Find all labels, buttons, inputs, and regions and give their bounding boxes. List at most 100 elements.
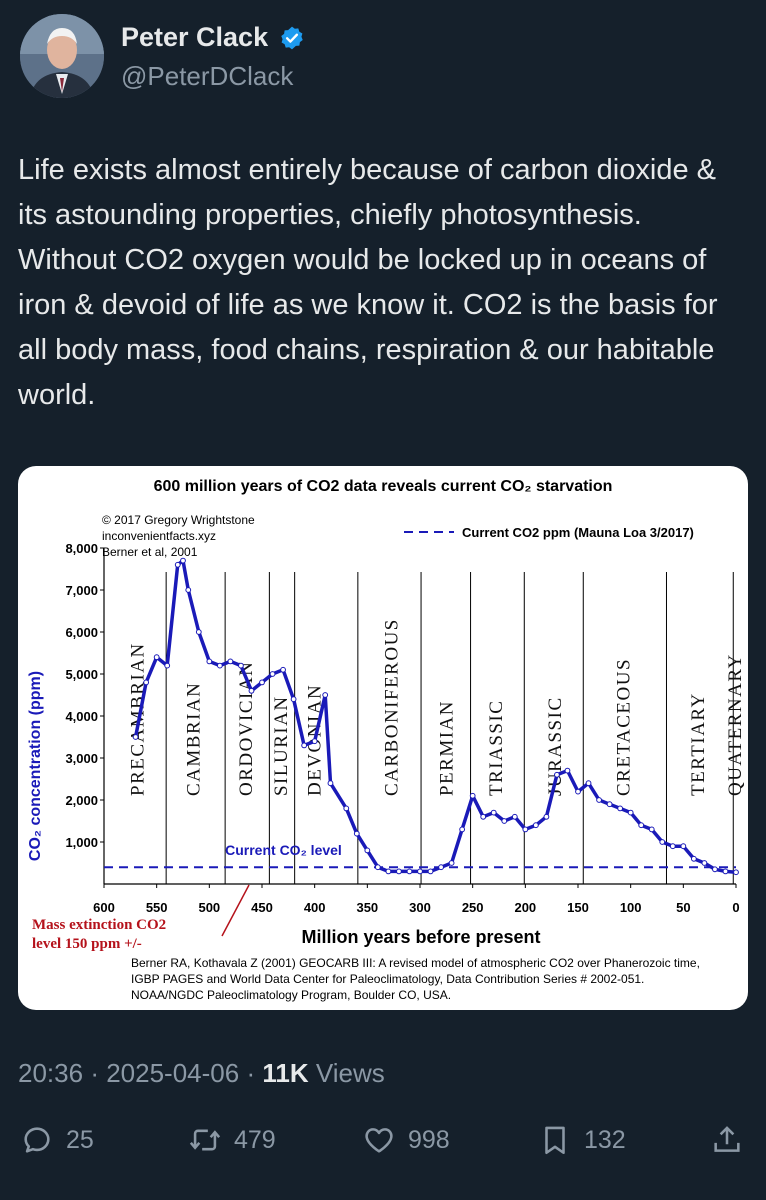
tweet-time: 20:36 [18, 1058, 84, 1088]
data-point [195, 629, 202, 635]
x-axis-label: Million years before present [301, 927, 540, 947]
x-tick-label: 200 [514, 900, 536, 915]
data-point [385, 868, 392, 875]
data-point [327, 780, 334, 787]
share-button[interactable] [710, 1118, 756, 1162]
period-label: TERTIARY [688, 692, 709, 796]
data-point [396, 868, 402, 875]
x-tick-label: 0 [732, 900, 739, 915]
data-point [448, 860, 455, 866]
data-point [501, 818, 508, 824]
period-label: JURASSIC [545, 696, 566, 796]
data-point [301, 742, 308, 749]
data-point [216, 662, 223, 669]
separator-dot: · [90, 1058, 99, 1088]
data-point [417, 868, 423, 875]
data-point [554, 771, 560, 778]
data-point [238, 662, 244, 669]
data-point [364, 847, 371, 854]
annotation-line-1: Mass extinction CO2 [32, 917, 166, 933]
y-tick-label: 4,000 [65, 709, 98, 724]
data-point [585, 780, 592, 787]
y-axis-label: CO₂ concentration (ppm) [27, 671, 44, 861]
data-point [374, 864, 381, 871]
data-point [438, 864, 444, 871]
data-point [132, 734, 139, 740]
like-button[interactable]: 998 [362, 1118, 450, 1162]
x-tick-label: 400 [304, 900, 326, 915]
separator-dot: · [246, 1058, 256, 1088]
repost-count: 479 [234, 1125, 276, 1154]
data-point [227, 658, 234, 665]
y-tick-label: 6,000 [65, 625, 98, 640]
annotation-arrow [221, 884, 250, 937]
data-point [153, 654, 160, 661]
legend-label: Current CO2 ppm (Mauna Loa 3/2017) [462, 525, 694, 540]
views-label: Views [315, 1058, 385, 1088]
period-label: CARBONIFEROUS [382, 618, 403, 796]
tweet-date: 2025-04-06 [106, 1058, 240, 1088]
avatar[interactable] [20, 14, 104, 98]
bookmark-button[interactable]: 132 [538, 1118, 626, 1162]
co2-chart: 600 million years of CO2 data reveals cu… [27, 478, 746, 1002]
data-point [290, 696, 297, 703]
x-tick-label: 300 [409, 900, 431, 915]
x-tick-label: 250 [462, 900, 484, 915]
x-tick-label: 50 [676, 900, 690, 915]
data-point [690, 855, 697, 862]
views-count: 11K [262, 1058, 309, 1088]
bookmark-icon [545, 1126, 565, 1155]
data-point [206, 658, 213, 665]
reference-line-1: Berner RA, Kothavala Z (2001) GEOCARB II… [131, 956, 700, 970]
data-point [638, 822, 645, 829]
data-point [659, 839, 666, 845]
period-label: CRETACEOUS [613, 658, 634, 796]
bookmark-count: 132 [584, 1125, 626, 1154]
like-count: 998 [408, 1125, 450, 1154]
x-tick-label: 100 [620, 900, 642, 915]
period-label: ORDOVICIAN [236, 661, 257, 796]
period-label: PERMIAN [436, 700, 457, 796]
period-label: TRIASSIC [486, 700, 507, 796]
data-point [543, 813, 550, 820]
data-point [174, 561, 181, 568]
handle[interactable]: @PeterDClack [121, 61, 294, 91]
avatar-image [20, 14, 104, 98]
tweet-media[interactable]: 600 million years of CO2 data reveals cu… [18, 466, 748, 1010]
repost-button[interactable]: 479 [188, 1118, 276, 1162]
tweet-header: Peter Clack @PeterDClack [20, 14, 746, 100]
data-point [353, 830, 360, 837]
data-point [427, 868, 434, 875]
reference-line-2: IGBP PAGES and World Data Center for Pal… [131, 972, 644, 986]
data-point [185, 587, 192, 593]
data-point [248, 687, 255, 694]
data-point [180, 557, 186, 564]
data-point [522, 826, 529, 833]
tweet-timestamp[interactable]: 20:36 · 2025-04-06 · 11K Views [18, 1058, 385, 1089]
repost-icon [189, 1129, 221, 1151]
data-point [722, 868, 729, 875]
chart-credit-2: inconvenientfacts.xyz [102, 529, 216, 543]
chart-credit-1: © 2017 Gregory Wrightstone [102, 513, 255, 527]
data-point [269, 671, 276, 677]
data-point [469, 792, 476, 799]
data-point [564, 767, 571, 774]
period-label: SILURIAN [271, 695, 292, 796]
data-point [280, 666, 286, 673]
data-point [259, 679, 265, 686]
data-point [311, 738, 318, 745]
data-point [459, 826, 466, 833]
data-point [712, 866, 718, 873]
reply-button[interactable]: 25 [20, 1118, 94, 1162]
x-tick-label: 350 [356, 900, 378, 915]
reply-count: 25 [66, 1125, 94, 1154]
reply-icon [24, 1127, 50, 1153]
data-point [532, 822, 539, 829]
y-tick-label: 7,000 [65, 583, 98, 598]
display-name[interactable]: Peter Clack [121, 22, 269, 52]
tweet-text: Life exists almost entirely because of c… [18, 154, 718, 411]
data-point [511, 813, 518, 820]
x-tick-label: 150 [567, 900, 589, 915]
data-point [164, 662, 171, 669]
plot-area: 1,000 2,000 3,000 4,000 5,000 6,000 7,000 8,000… [65, 541, 745, 915]
